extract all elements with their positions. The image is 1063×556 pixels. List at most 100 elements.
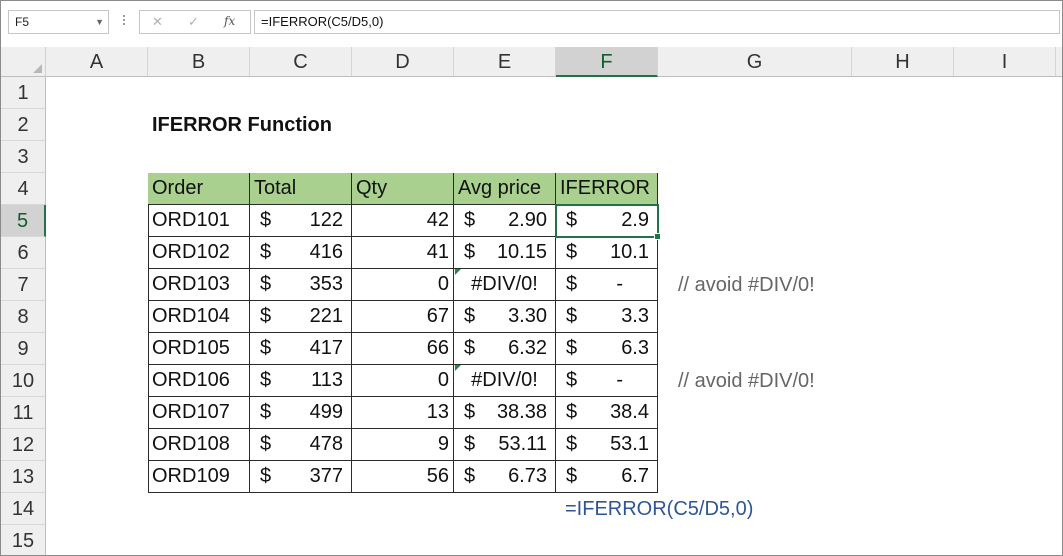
column-header-g[interactable]: G (658, 47, 852, 77)
qty-cell[interactable]: 0 (352, 269, 454, 301)
div-zero-error: #DIV/0! (471, 369, 538, 391)
qty-cell[interactable]: 67 (352, 301, 454, 333)
qty-cell[interactable]: 66 (352, 333, 454, 365)
row-header-3[interactable]: 3 (1, 141, 46, 173)
row-header-11[interactable]: 11 (1, 397, 46, 429)
enter-icon[interactable]: ✓ (188, 14, 199, 29)
total-cell[interactable]: $478 (250, 429, 352, 461)
total-cell[interactable]: $499 (250, 397, 352, 429)
currency-symbol: $ (566, 433, 578, 455)
avg-price-value: 53.11 (498, 433, 547, 455)
row-header-8[interactable]: 8 (1, 301, 46, 333)
table-header-total[interactable]: Total (250, 173, 352, 205)
qty-cell[interactable]: 56 (352, 461, 454, 493)
table-header-iferror[interactable]: IFERROR (556, 173, 658, 205)
cancel-icon[interactable]: ✕ (152, 14, 163, 29)
total-cell[interactable]: $113 (250, 365, 352, 397)
order-cell[interactable]: ORD104 (148, 301, 250, 333)
order-cell[interactable]: ORD101 (148, 205, 250, 237)
column-header-h[interactable]: H (852, 47, 954, 77)
row-header-7[interactable]: 7 (1, 269, 46, 301)
avg-price-cell[interactable]: #DIV/0! (454, 269, 556, 301)
header-label: IFERROR (560, 177, 650, 199)
avg-price-cell[interactable]: #DIV/0! (454, 365, 556, 397)
error-indicator-icon[interactable] (455, 365, 461, 371)
total-cell[interactable]: $353 (250, 269, 352, 301)
order-cell[interactable]: ORD106 (148, 365, 250, 397)
column-header-b[interactable]: B (148, 47, 250, 77)
fill-handle[interactable] (654, 233, 661, 240)
formula-buttons: ✕ ✓ fx (139, 10, 251, 34)
total-cell[interactable]: $377 (250, 461, 352, 493)
row-header-13[interactable]: 13 (1, 461, 46, 493)
row-header-6[interactable]: 6 (1, 237, 46, 269)
total-value: 122 (309, 209, 343, 231)
iferror-cell[interactable]: $53.1 (556, 429, 658, 461)
avg-price-cell[interactable]: $6.73 (454, 461, 556, 493)
qty-value: 67 (426, 305, 449, 327)
table-header-order[interactable]: Order (148, 173, 250, 205)
column-header-i[interactable]: I (954, 47, 1056, 77)
iferror-cell[interactable]: $ - (556, 269, 658, 301)
row-header-1[interactable]: 1 (1, 77, 46, 109)
row-header-4[interactable]: 4 (1, 173, 46, 205)
avg-price-cell[interactable]: $2.90 (454, 205, 556, 237)
row-header-9[interactable]: 9 (1, 333, 46, 365)
table-header-qty[interactable]: Qty (352, 173, 454, 205)
currency-symbol: $ (566, 401, 578, 423)
grip-icon[interactable] (122, 13, 126, 31)
qty-cell[interactable]: 41 (352, 237, 454, 269)
row-header-14[interactable]: 14 (1, 493, 46, 525)
order-id: ORD104 (152, 305, 230, 327)
qty-cell[interactable]: 0 (352, 365, 454, 397)
order-cell[interactable]: ORD109 (148, 461, 250, 493)
column-header-a[interactable]: A (46, 47, 148, 77)
name-box[interactable]: F5 ▼ (8, 10, 109, 34)
order-cell[interactable]: ORD102 (148, 237, 250, 269)
column-header-e[interactable]: E (454, 47, 556, 77)
active-cell-outline (555, 204, 659, 238)
iferror-cell[interactable]: $6.7 (556, 461, 658, 493)
total-cell[interactable]: $416 (250, 237, 352, 269)
iferror-cell[interactable]: $ - (556, 365, 658, 397)
iferror-cell[interactable]: $6.3 (556, 333, 658, 365)
avg-price-cell[interactable]: $3.30 (454, 301, 556, 333)
total-cell[interactable]: $221 (250, 301, 352, 333)
chevron-down-icon[interactable]: ▼ (95, 17, 104, 27)
row-header-5[interactable]: 5 (1, 205, 46, 237)
select-all-button[interactable] (1, 47, 46, 77)
order-cell[interactable]: ORD105 (148, 333, 250, 365)
insert-function-icon[interactable]: fx (224, 14, 236, 28)
qty-cell[interactable]: 42 (352, 205, 454, 237)
header-label: Total (254, 177, 297, 199)
avg-price-cell[interactable]: $38.38 (454, 397, 556, 429)
table-header-avg-price[interactable]: Avg price (454, 173, 556, 205)
order-cell[interactable]: ORD107 (148, 397, 250, 429)
order-cell[interactable]: ORD108 (148, 429, 250, 461)
iferror-value: 10.1 (610, 241, 649, 263)
avg-price-cell[interactable]: $53.11 (454, 429, 556, 461)
total-cell[interactable]: $122 (250, 205, 352, 237)
iferror-cell[interactable]: $38.4 (556, 397, 658, 429)
order-cell[interactable]: ORD103 (148, 269, 250, 301)
row-header-10[interactable]: 10 (1, 365, 46, 397)
error-indicator-icon[interactable] (455, 269, 461, 275)
row-header-15[interactable]: 15 (1, 525, 46, 555)
currency-symbol: $ (464, 401, 476, 423)
avg-price-cell[interactable]: $10.15 (454, 237, 556, 269)
column-header-c[interactable]: C (250, 47, 352, 77)
row-header-12[interactable]: 12 (1, 429, 46, 461)
column-header-d[interactable]: D (352, 47, 454, 77)
total-value: 499 (309, 401, 343, 423)
qty-cell[interactable]: 9 (352, 429, 454, 461)
row-header-2[interactable]: 2 (1, 109, 46, 141)
order-id: ORD101 (152, 209, 230, 231)
total-cell[interactable]: $417 (250, 333, 352, 365)
iferror-cell[interactable]: $10.1 (556, 237, 658, 269)
qty-value: 0 (437, 369, 449, 391)
formula-input[interactable]: =IFERROR(C5/D5,0) (254, 10, 1060, 34)
column-header-f[interactable]: F (556, 47, 658, 77)
qty-cell[interactable]: 13 (352, 397, 454, 429)
iferror-cell[interactable]: $3.3 (556, 301, 658, 333)
avg-price-cell[interactable]: $6.32 (454, 333, 556, 365)
